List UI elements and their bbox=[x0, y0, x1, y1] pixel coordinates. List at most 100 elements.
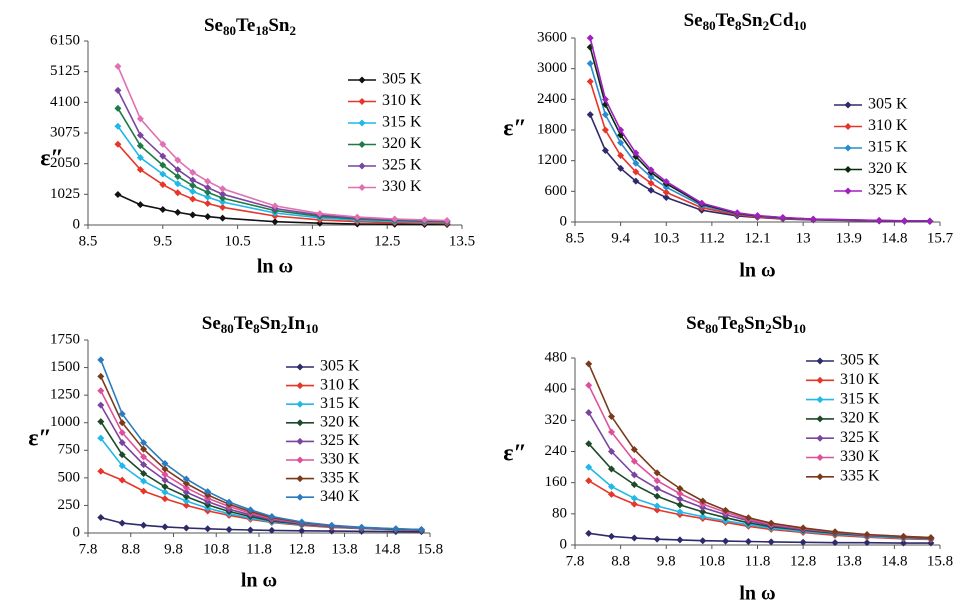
x-tick-label: 8.8 bbox=[611, 553, 630, 569]
legend-marker bbox=[844, 144, 852, 152]
legend-label: 305 K bbox=[868, 96, 908, 113]
data-point bbox=[182, 479, 190, 487]
y-tick-label: 1750 bbox=[50, 331, 80, 347]
data-point bbox=[225, 498, 233, 506]
legend-marker bbox=[816, 473, 824, 481]
data-point bbox=[392, 525, 400, 533]
data-point bbox=[268, 512, 276, 520]
data-point bbox=[617, 139, 625, 147]
data-point bbox=[601, 146, 609, 154]
data-point bbox=[647, 166, 655, 174]
data-point bbox=[927, 534, 935, 542]
series-line bbox=[587, 384, 931, 539]
x-tick-label: 9.4 bbox=[611, 230, 630, 246]
data-point bbox=[271, 218, 279, 226]
data-point bbox=[733, 209, 741, 217]
data-point bbox=[118, 451, 126, 459]
legend-label: 330 K bbox=[320, 451, 360, 468]
series-line bbox=[588, 480, 931, 541]
data-point bbox=[161, 465, 169, 473]
data-point bbox=[219, 185, 227, 193]
data-point bbox=[161, 476, 169, 484]
data-point bbox=[204, 488, 212, 496]
data-point bbox=[417, 525, 425, 533]
data-point bbox=[831, 539, 839, 547]
data-point bbox=[140, 453, 148, 461]
series-line bbox=[100, 516, 422, 533]
data-point bbox=[608, 465, 615, 473]
data-point bbox=[632, 159, 640, 167]
data-point bbox=[219, 214, 227, 222]
data-point bbox=[140, 487, 148, 495]
legend-label: 310 K bbox=[320, 376, 360, 393]
data-point bbox=[189, 195, 197, 203]
x-tick-label: 11.8 bbox=[745, 553, 771, 569]
data-point bbox=[653, 502, 661, 510]
data-point bbox=[182, 493, 190, 501]
data-point bbox=[676, 490, 684, 498]
data-point bbox=[159, 140, 167, 148]
data-point bbox=[204, 193, 212, 201]
legend-label: 315 K bbox=[868, 139, 908, 156]
y-tick-label: 400 bbox=[545, 381, 568, 397]
series-line bbox=[588, 412, 931, 539]
y-tick-label: 0 bbox=[73, 524, 81, 540]
data-point bbox=[189, 211, 197, 219]
legend-marker bbox=[358, 119, 366, 127]
data-point bbox=[630, 481, 638, 489]
data-point bbox=[316, 210, 324, 218]
chart-title: Se80Te8Sn2Cd10 bbox=[684, 10, 807, 33]
y-axis-label: ε″ bbox=[503, 441, 527, 467]
x-tick-label: 11.8 bbox=[246, 541, 272, 557]
legend-label: 325 K bbox=[382, 157, 422, 174]
y-tick-label: 5125 bbox=[50, 63, 80, 79]
data-point bbox=[630, 534, 638, 542]
x-tick-label: 10.5 bbox=[224, 233, 250, 249]
x-tick-label: 14.8 bbox=[881, 230, 907, 246]
x-tick-label: 10.8 bbox=[203, 541, 229, 557]
legend-marker bbox=[296, 493, 304, 501]
x-tick-label: 8.5 bbox=[566, 230, 585, 246]
data-point bbox=[189, 176, 197, 184]
data-point bbox=[809, 215, 817, 223]
x-axis-label: ln ω bbox=[241, 570, 277, 592]
data-point bbox=[653, 477, 661, 485]
x-tick-label: 11.5 bbox=[300, 233, 326, 249]
data-point bbox=[601, 126, 609, 134]
data-point bbox=[353, 213, 361, 221]
data-point bbox=[140, 469, 148, 477]
data-point bbox=[653, 506, 661, 514]
data-point bbox=[767, 519, 775, 527]
x-tick-label: 9.5 bbox=[153, 233, 172, 249]
data-point bbox=[118, 419, 126, 427]
legend-marker bbox=[844, 101, 852, 109]
data-point bbox=[328, 527, 336, 535]
legend-marker bbox=[844, 187, 852, 195]
data-point bbox=[204, 188, 212, 196]
data-point bbox=[182, 484, 190, 492]
y-tick-label: 600 bbox=[545, 183, 568, 199]
data-point bbox=[617, 126, 625, 134]
series-line bbox=[588, 532, 931, 544]
legend-label: 305 K bbox=[840, 352, 880, 369]
y-tick-label: 1200 bbox=[537, 152, 567, 168]
legend-label: 325 K bbox=[840, 429, 880, 446]
data-point bbox=[585, 440, 593, 448]
data-point bbox=[630, 471, 638, 479]
data-point bbox=[136, 154, 144, 162]
legend-marker bbox=[844, 123, 852, 130]
legend-label: 320 K bbox=[382, 135, 422, 152]
data-point bbox=[647, 173, 655, 181]
legend-marker bbox=[816, 415, 824, 423]
data-point bbox=[97, 467, 105, 475]
series-line bbox=[100, 390, 422, 531]
x-tick-label: 11.2 bbox=[699, 230, 725, 246]
data-point bbox=[585, 477, 593, 485]
chart-title: Se80Te18Sn2 bbox=[204, 15, 296, 38]
x-tick-label: 15.8 bbox=[417, 541, 443, 557]
x-tick-label: 9.8 bbox=[164, 541, 183, 557]
y-tick-label: 1800 bbox=[537, 121, 567, 137]
data-point bbox=[159, 161, 167, 169]
legend-marker bbox=[358, 184, 366, 191]
data-point bbox=[676, 536, 684, 544]
